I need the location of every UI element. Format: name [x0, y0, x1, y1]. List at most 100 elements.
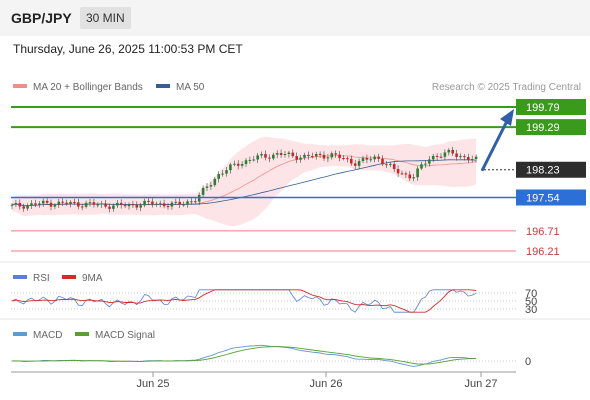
projection-arrow-head	[500, 109, 514, 126]
support-label: 196.71	[526, 226, 560, 238]
candle-body	[416, 168, 419, 178]
candle-body	[123, 205, 127, 207]
candle-body	[307, 154, 310, 157]
candle-body	[236, 163, 240, 166]
legend-label: MA 20 + Bollinger Bands	[33, 82, 143, 93]
rsi-level-label: 70	[525, 288, 537, 300]
candle-body	[151, 201, 154, 205]
candle-body	[330, 153, 334, 158]
candle-body	[158, 203, 162, 205]
candle-body	[18, 203, 22, 207]
candle-body	[338, 154, 341, 159]
candle-body	[14, 203, 18, 205]
rsi-level-label: 30	[525, 304, 537, 316]
x-tick-label: Jun 26	[309, 378, 342, 390]
candle-body	[190, 201, 193, 203]
candle-body	[139, 205, 142, 208]
current-price-box	[516, 161, 586, 178]
candle-body	[45, 200, 49, 203]
candle-body	[357, 161, 361, 166]
candle-body	[272, 154, 275, 159]
candle-body	[166, 206, 170, 208]
candle-body	[396, 169, 400, 174]
candle-body	[467, 157, 470, 161]
candle-body	[381, 158, 384, 165]
candle-body	[389, 164, 392, 166]
candle-body	[225, 170, 228, 174]
candle-body	[326, 157, 330, 159]
candle-body	[221, 173, 224, 175]
resistance-label: 199.79	[526, 102, 560, 114]
candle-body	[428, 159, 431, 164]
candle-body	[361, 158, 365, 162]
legend-swatch	[13, 275, 27, 279]
candle-body	[455, 153, 458, 157]
instrument-name: GBP/JPY	[11, 10, 72, 26]
legend-label: RSI	[33, 273, 50, 284]
candle-body	[412, 177, 415, 179]
candle-body	[424, 163, 427, 165]
legend-swatch	[13, 84, 27, 88]
candle-body	[256, 155, 259, 160]
candle-body	[147, 200, 150, 202]
x-tick-label: Jun 25	[136, 378, 169, 390]
candle-body	[131, 204, 135, 206]
candle-body	[443, 152, 447, 157]
watermark: Research © 2025 Trading Central	[432, 82, 581, 93]
current-price-label: 198.23	[526, 165, 560, 177]
candle-body	[318, 153, 322, 155]
candle-body	[155, 203, 158, 205]
candle-body	[127, 204, 131, 207]
candle-body	[451, 149, 454, 154]
candle-body	[435, 155, 439, 157]
candle-body	[314, 153, 318, 157]
candle-body	[143, 200, 146, 206]
candle-body	[65, 202, 68, 204]
candle-body	[408, 174, 412, 179]
candle-body	[439, 156, 443, 158]
candle-body	[404, 173, 408, 175]
candle-body	[194, 201, 197, 203]
candle-body	[10, 204, 14, 206]
candle-body	[38, 203, 41, 205]
candle-body	[201, 187, 205, 195]
candle-body	[279, 153, 283, 155]
candle-body	[92, 202, 96, 205]
candle-body	[178, 201, 181, 205]
candle-body	[61, 201, 64, 203]
candle-body	[369, 159, 373, 161]
candle-body	[350, 158, 353, 164]
x-tick-label: Jun 27	[464, 378, 497, 390]
timeframe-badge[interactable]: 30 MIN	[80, 7, 131, 29]
resistance-label-box	[516, 119, 586, 136]
top-bar: GBP/JPY 30 MIN	[0, 0, 590, 36]
candle-body	[447, 149, 451, 153]
candle-body	[41, 200, 45, 204]
candle-body	[287, 152, 291, 155]
chart-datetime: Thursday, June 26, 2025 11:00:53 PM CET	[13, 42, 243, 56]
candle-body	[240, 163, 244, 166]
candle-body	[104, 203, 107, 207]
candle-body	[474, 156, 478, 160]
candle-body	[470, 159, 474, 161]
candle-body	[213, 178, 217, 186]
candle-body	[377, 156, 380, 159]
candle-body	[116, 202, 119, 206]
candle-body	[353, 163, 357, 166]
candle-body	[373, 156, 376, 160]
legend-swatch	[75, 332, 89, 336]
candle-body	[186, 201, 189, 205]
candle-body	[69, 201, 72, 204]
candle-body	[217, 174, 220, 179]
candle-body	[275, 153, 279, 155]
candle-body	[268, 157, 271, 159]
projection-arrow-shaft	[480, 120, 509, 172]
candle-body	[30, 203, 33, 206]
macd-signal-line	[12, 346, 477, 365]
candle-body	[182, 204, 185, 206]
candle-body	[365, 158, 369, 160]
candle-body	[392, 164, 396, 170]
candle-body	[26, 205, 29, 209]
candle-body	[385, 164, 388, 166]
candle-body	[53, 205, 57, 207]
